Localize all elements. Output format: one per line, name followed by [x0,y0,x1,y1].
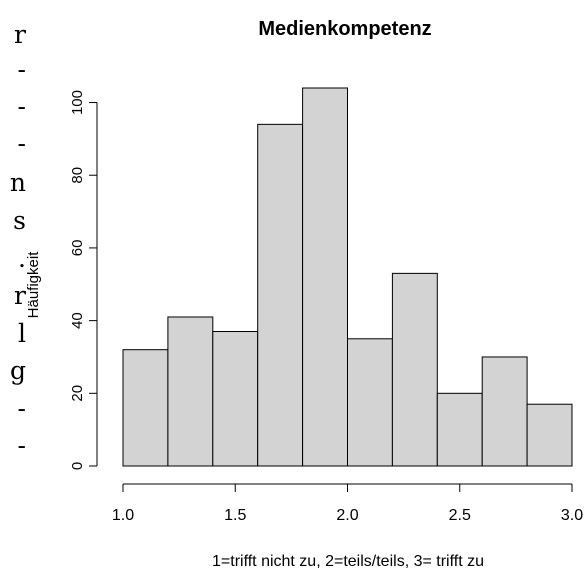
y-tick-label: 40 [69,312,86,329]
x-tick-label: 3.0 [561,507,583,524]
edge-text-fragment: - [17,394,26,423]
histogram-bar [212,331,259,467]
x-axis-label: 1=trifft nicht zu, 2=teils/teils, 3= tri… [212,553,484,570]
histogram-bar [391,272,438,467]
histogram-bar [302,87,349,467]
y-axis: 0 20 40 60 80 100 [69,90,98,470]
edge-text-fragment: g [9,356,26,385]
chart-title: Medienkompetenz [258,18,431,40]
edge-text-fragment: - [17,431,26,460]
edge-text-fragment: - [17,92,26,121]
x-tick-label: 1.0 [112,507,134,524]
y-axis-label: Häufigkeit [25,251,42,319]
histogram-bar [481,356,528,467]
histogram-bar [167,316,214,467]
histogram-bar [526,403,573,467]
histogram-bar [257,123,304,467]
histogram-bars [122,87,573,467]
x-axis: 1.0 1.5 2.0 2.5 3.0 [112,483,583,524]
histogram-bar [347,338,393,467]
edge-text-fragment: . [18,244,26,273]
y-tick-label: 100 [69,90,86,115]
edge-text-fragment: n [9,168,26,197]
edge-text-fragment: - [17,129,26,158]
y-tick-label: 60 [69,240,86,257]
edge-text-fragment: r [14,281,26,310]
y-tick-label: 80 [69,167,86,184]
y-tick-label: 0 [69,462,86,470]
histogram-bar [436,392,483,467]
x-tick-label: 2.0 [336,507,358,524]
x-tick-label: 1.5 [224,507,246,524]
edge-text-fragment: - [17,55,26,84]
y-tick-label: 20 [69,385,86,402]
histogram-bar [122,349,169,467]
edge-text-fragment: l [18,319,26,348]
x-tick-label: 2.5 [449,507,471,524]
edge-text-fragment: r [14,20,26,49]
edge-text-fragment: s [13,206,26,235]
